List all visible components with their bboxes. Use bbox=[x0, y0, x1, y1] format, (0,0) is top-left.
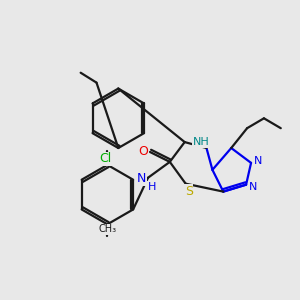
Text: N: N bbox=[254, 156, 262, 166]
Text: H: H bbox=[148, 182, 156, 192]
Text: S: S bbox=[184, 185, 193, 198]
Text: N: N bbox=[249, 182, 257, 192]
Text: CH₃: CH₃ bbox=[98, 224, 116, 234]
Text: NH: NH bbox=[193, 137, 210, 147]
Text: N: N bbox=[136, 172, 146, 185]
Text: O: O bbox=[138, 146, 148, 158]
Text: Cl: Cl bbox=[99, 152, 112, 165]
